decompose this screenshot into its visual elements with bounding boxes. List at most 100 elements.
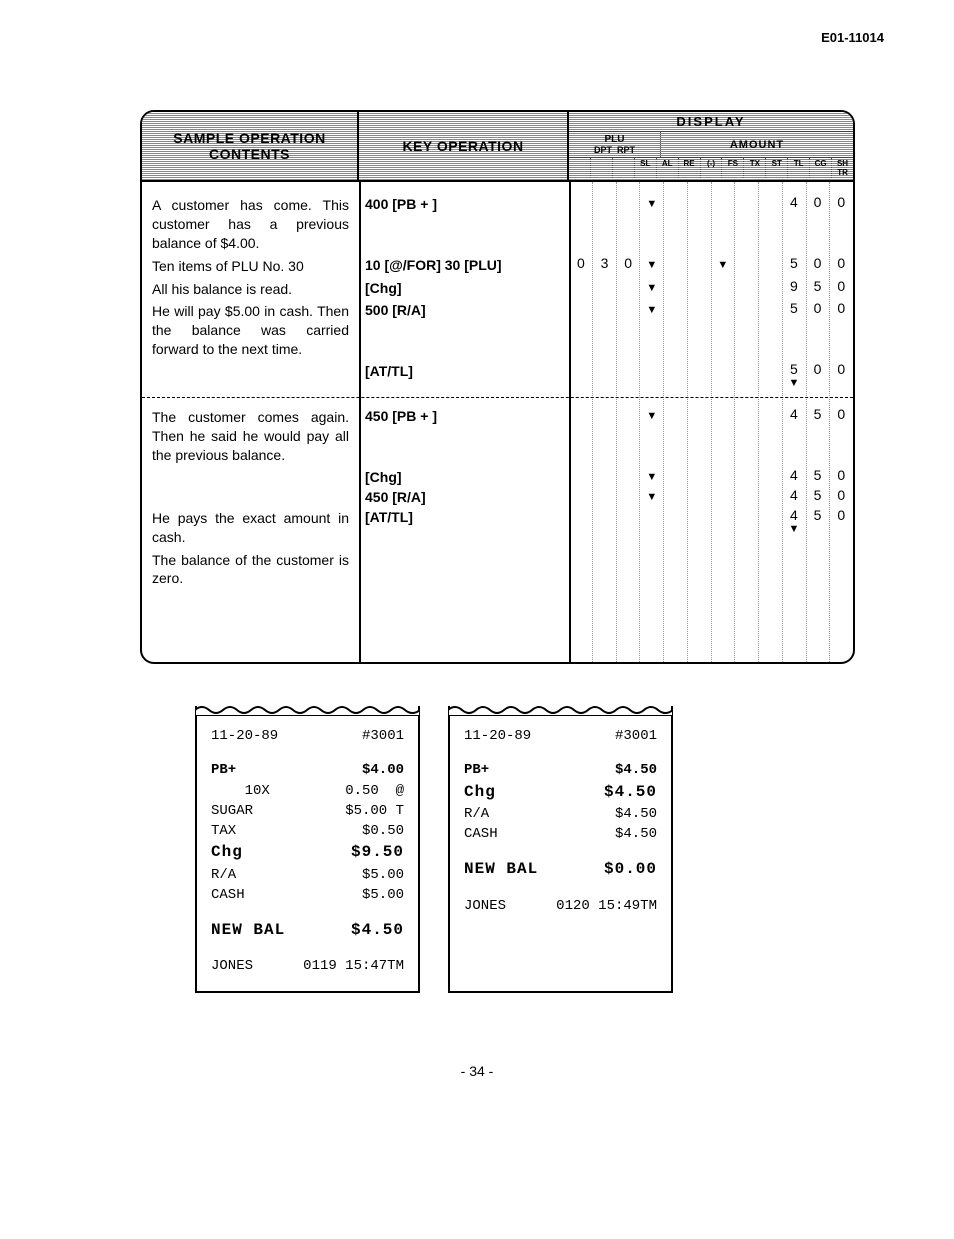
key-operation-text: [Chg] (359, 278, 569, 301)
key-operation-text: [AT/TL] (359, 361, 569, 389)
operation-description: Ten items of PLU No. 30 (142, 255, 359, 278)
display-cell: ▼ (640, 300, 664, 361)
display-cell: 0 (806, 194, 830, 255)
display-label-cell (613, 158, 635, 178)
key-operation-text (359, 549, 569, 591)
display-cell (687, 406, 711, 467)
receipt-line-right: $5.00 (362, 865, 404, 885)
display-cell (664, 549, 688, 591)
table-row: The balance of the customer is zero. (142, 549, 853, 591)
key-operation-text: [Chg] (359, 467, 569, 487)
display-cell (758, 278, 782, 301)
receipt-line-left: NEW BAL (464, 858, 538, 881)
key-operation-text: 500 [R/A] (359, 300, 569, 361)
operation-description: He will pay $5.00 in cash. Then the bala… (142, 300, 359, 361)
display-cell: 3 (593, 255, 617, 278)
display-cell: 5 (806, 507, 830, 549)
display-cell (711, 507, 735, 549)
receipts-area: 11-20-89#3001PB+$4.00 10X0.50 @SUGAR$5.0… (195, 706, 884, 993)
operation-description: The customer comes again. Then he said h… (142, 406, 359, 467)
table-row: Ten items of PLU No. 3010 [@/FOR] 30 [PL… (142, 255, 853, 278)
display-cell: 0 (829, 194, 853, 255)
display-cell (569, 406, 593, 467)
receipt-line-right: 0119 15:47TM (303, 956, 404, 976)
display-cell (687, 507, 711, 549)
receipt-line: 11-20-89#3001 (211, 726, 404, 746)
display-label-cell: (-) (701, 158, 723, 178)
display-cell: 0 (829, 487, 853, 507)
display-cell (616, 467, 640, 487)
display-cell (616, 300, 640, 361)
display-cell: 5 (806, 467, 830, 487)
receipt-blank-line (211, 905, 404, 919)
display-cell (664, 255, 688, 278)
display-cell (616, 406, 640, 467)
receipt-line-right: $9.50 (351, 841, 404, 864)
display-cell (711, 487, 735, 507)
display-label-cell (591, 158, 613, 178)
display-cells: ▼450 (569, 467, 853, 487)
header-sample-operation: SAMPLE OPERATION CONTENTS (142, 112, 359, 180)
table-row: He pays the exact amount in cash.[AT/TL]… (142, 507, 853, 549)
display-cell: 0 (806, 300, 830, 361)
display-cell: ▼ (640, 487, 664, 507)
receipt-line-left: JONES (464, 896, 506, 916)
receipt-line: CASH$5.00 (211, 885, 404, 905)
display-label-cell: TX (744, 158, 766, 178)
display-cell: 0 (829, 406, 853, 467)
display-small-labels: SLALRE(-)FSTXSTTLCGSH TR (569, 157, 853, 178)
display-cell: 5 (782, 255, 806, 278)
display-cell: 5 (806, 406, 830, 467)
display-cells (569, 549, 853, 591)
display-cell (758, 507, 782, 549)
display-cell (593, 467, 617, 487)
display-cell (569, 361, 593, 389)
display-cell (829, 549, 853, 591)
display-cell (616, 278, 640, 301)
display-cell (664, 300, 688, 361)
display-cell (758, 194, 782, 255)
display-cell (664, 361, 688, 389)
display-cell (664, 278, 688, 301)
receipt-blank-line (464, 882, 657, 896)
display-cell: ▼ (640, 278, 664, 301)
display-cell: ▼ (640, 194, 664, 255)
display-label-cell: AL (657, 158, 679, 178)
receipt-line-right: $4.50 (604, 781, 657, 804)
display-cell (687, 194, 711, 255)
rpt-label: RPT (617, 145, 635, 155)
display-cell: 0 (829, 300, 853, 361)
display-cell: 0 (829, 507, 853, 549)
display-title: DISPLAY (569, 112, 853, 131)
display-cells: 030▼▼500 (569, 255, 853, 278)
display-cell: 5 (806, 278, 830, 301)
display-label-cell: CG (810, 158, 832, 178)
display-cell (806, 549, 830, 591)
receipt-line: TAX$0.50 (211, 821, 404, 841)
display-cell: ▼ (640, 255, 664, 278)
display-cell: 0 (829, 255, 853, 278)
display-cell (711, 194, 735, 255)
operation-description: A customer has come. This customer has a… (142, 194, 359, 255)
receipt-line-right: $4.50 (615, 824, 657, 844)
display-cell (569, 487, 593, 507)
receipt-line: R/A$4.50 (464, 804, 657, 824)
header-col1-line1: SAMPLE OPERATION (173, 130, 325, 146)
receipt-blank-line (211, 746, 404, 760)
receipt-line-right: 0120 15:49TM (556, 896, 657, 916)
display-cell (735, 361, 759, 389)
display-cell (593, 549, 617, 591)
display-cell (664, 487, 688, 507)
dpt-label: DPT (594, 145, 612, 155)
display-cell: 5▼ (782, 361, 806, 389)
receipt-tear-edge (195, 704, 420, 716)
display-cell (593, 487, 617, 507)
display-cell (711, 361, 735, 389)
receipt-line: CASH$4.50 (464, 824, 657, 844)
display-cell: 4▼ (782, 507, 806, 549)
display-cell (758, 549, 782, 591)
receipt-line-right: $5.00 T (345, 801, 404, 821)
display-cell (616, 194, 640, 255)
display-plu-dpt: PLU DPT RPT (569, 132, 661, 157)
display-cell (569, 300, 593, 361)
